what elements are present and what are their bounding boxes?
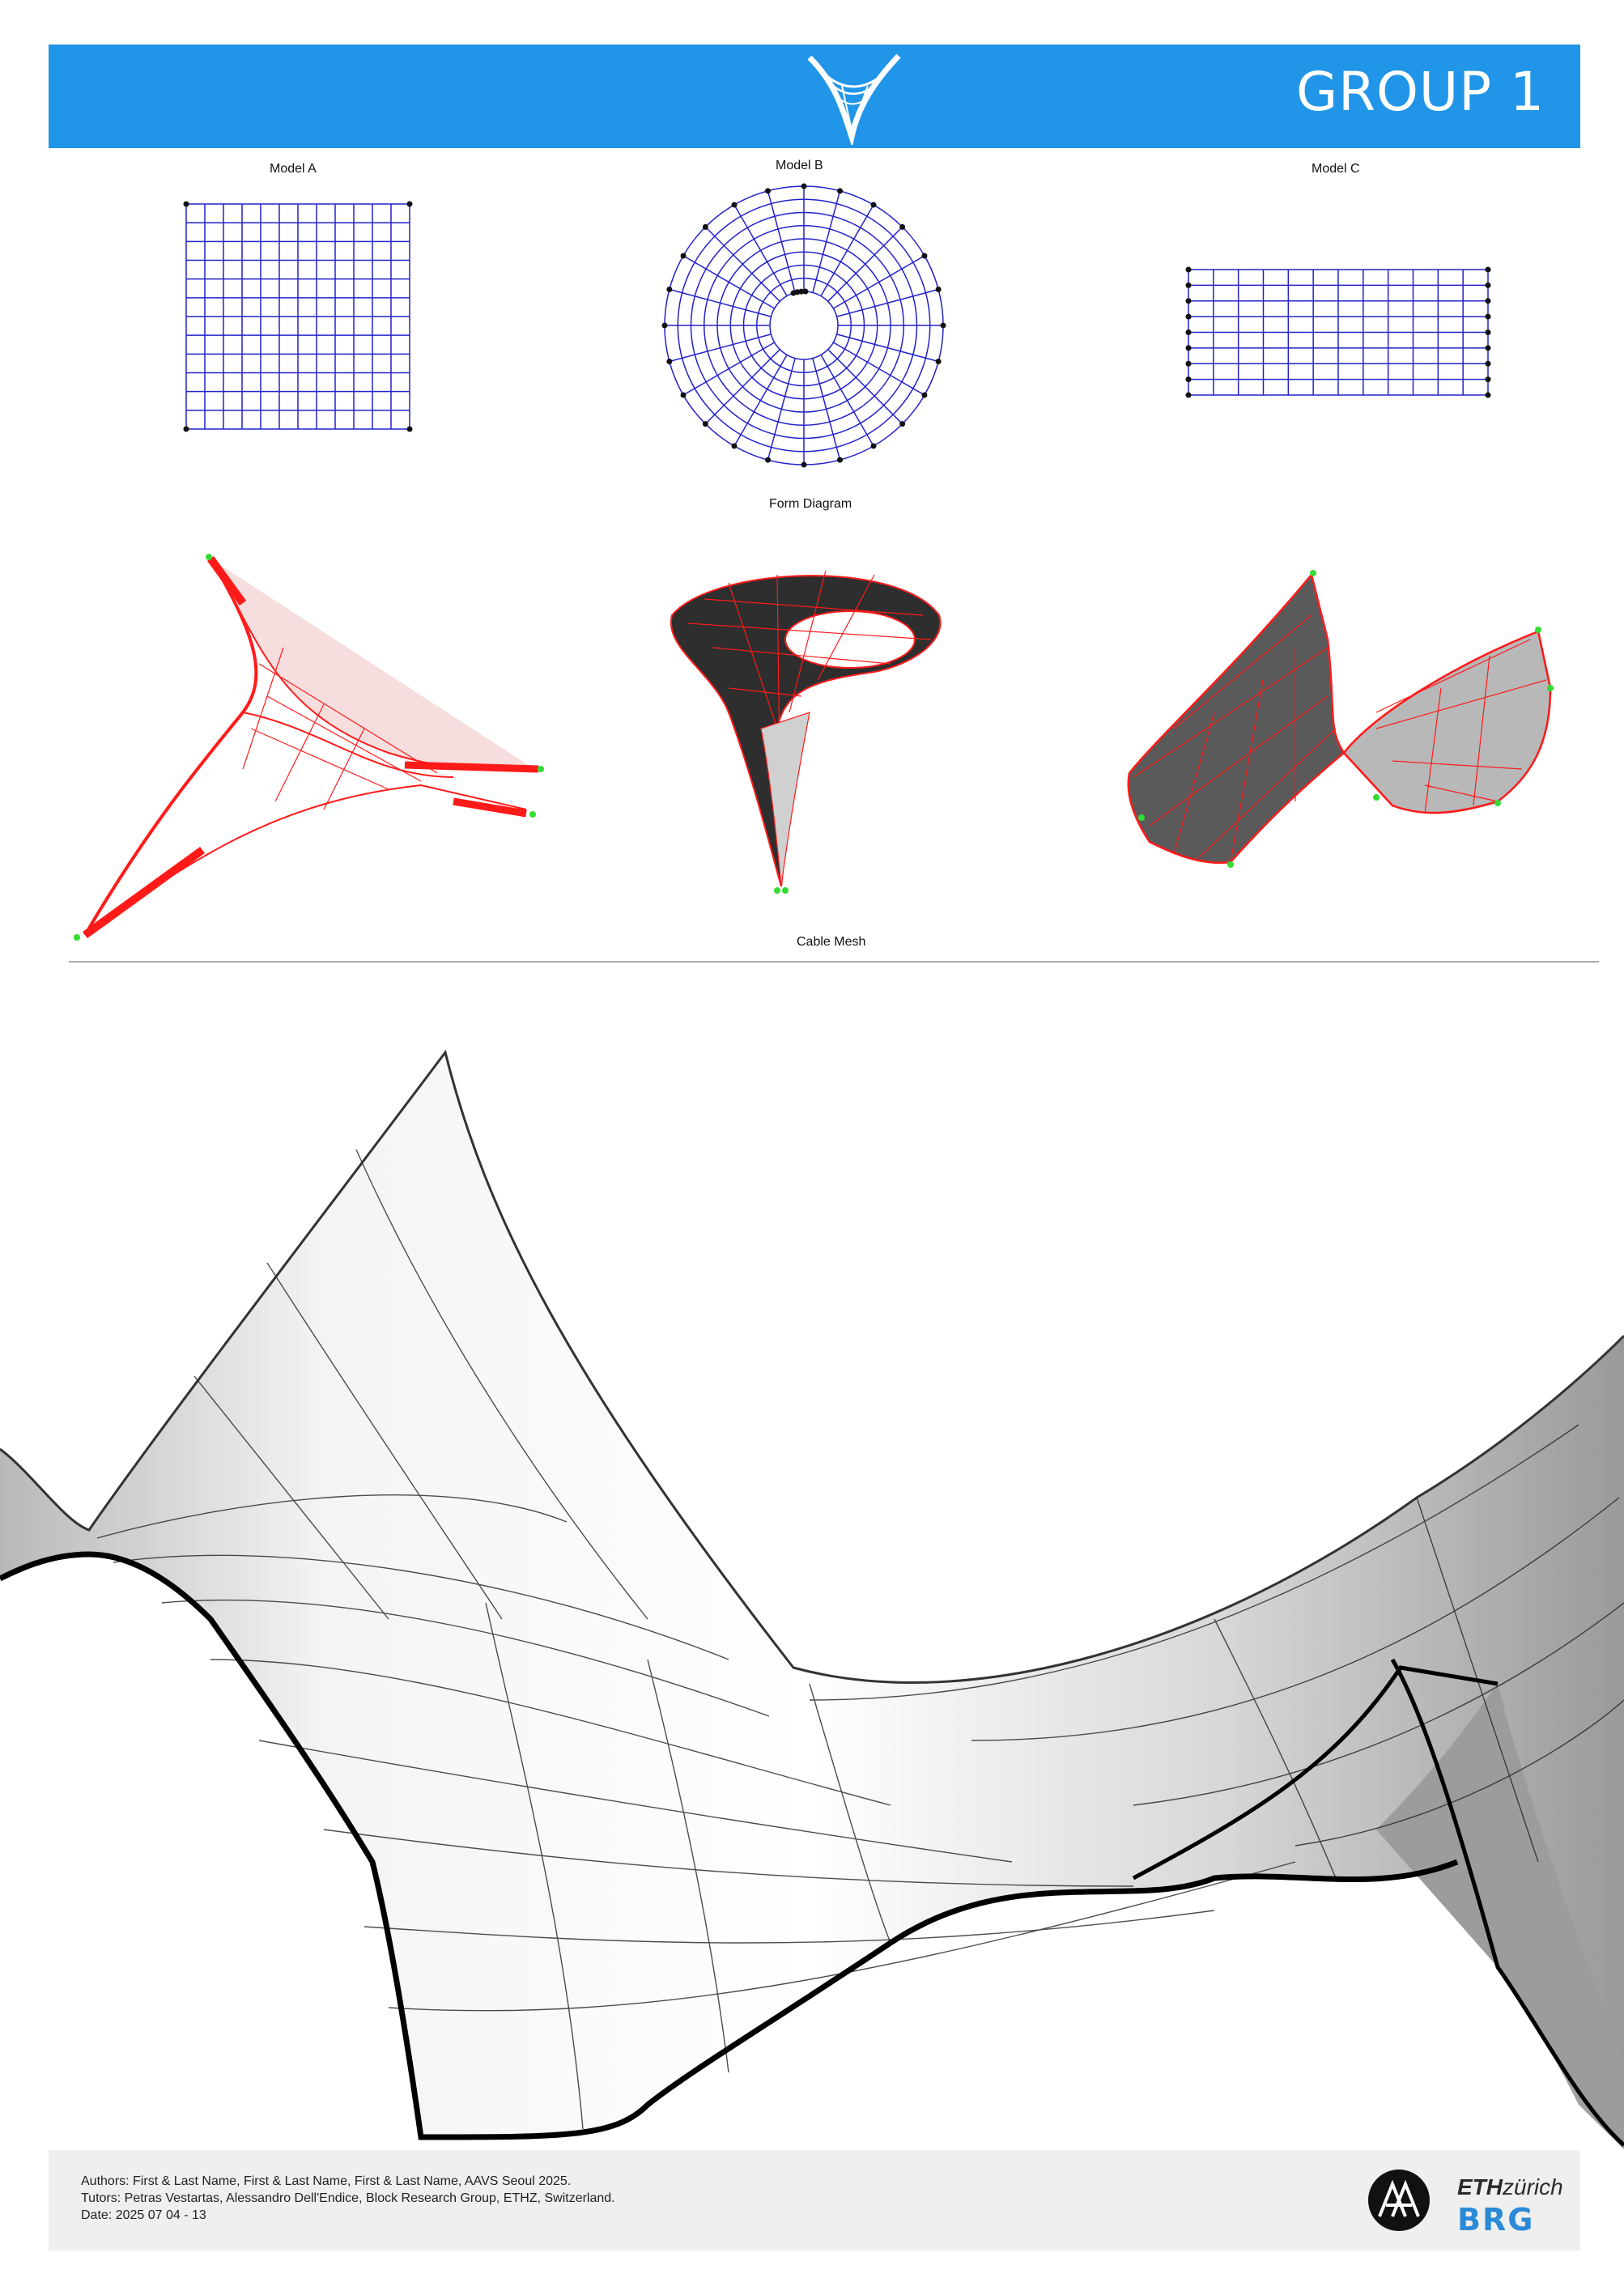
header-banner: GROUP 1 (49, 45, 1580, 148)
group-title: GROUP 1 (1295, 61, 1545, 123)
cable-mesh-b (670, 570, 942, 887)
tutors-line: Tutors: Petras Vestartas, Alessandro Del… (81, 2191, 615, 2205)
authors-line: Authors: First & Last Name, First & Last… (81, 2174, 572, 2188)
aa-logo (1368, 2170, 1430, 2231)
model-a-label: Model A (270, 162, 317, 176)
brg-logo: BRG (1457, 2202, 1535, 2238)
model-c-label: Model C (1312, 162, 1360, 176)
shell-structure-icon (807, 53, 901, 145)
eth-logo-bold: ETH (1457, 2174, 1503, 2199)
model-c-diagram (1185, 266, 1491, 398)
date-line: Date: 2025 07 04 - 13 (81, 2208, 206, 2222)
form-diagram-label: Form Diagram (769, 497, 852, 511)
supports-b (774, 887, 789, 894)
supports-c (1138, 570, 1554, 868)
aa-logo-icon (1378, 2179, 1420, 2217)
eth-logo: ETHzürich (1457, 2174, 1563, 2200)
shell-render (0, 1049, 1624, 2149)
cable-mesh-c (1127, 572, 1552, 865)
eth-logo-rest: zürich (1503, 2174, 1563, 2199)
footer-credits: Authors: First & Last Name, First & Last… (49, 2150, 1580, 2250)
credits-block: Authors: First & Last Name, First & Last… (81, 2173, 615, 2224)
model-b-label: Model B (776, 159, 823, 172)
supports-a (74, 554, 544, 941)
cable-mesh-label: Cable Mesh (797, 935, 866, 949)
model-a-diagram (183, 201, 413, 432)
cable-mesh-a (83, 556, 539, 939)
model-b-diagram (661, 183, 946, 468)
